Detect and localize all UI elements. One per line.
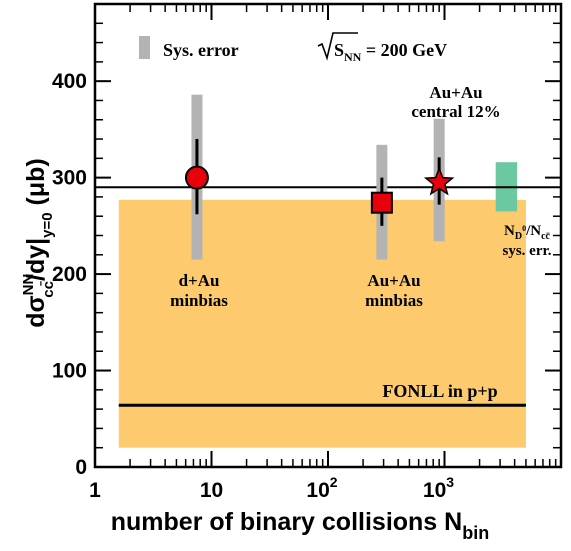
point-label-auau-mb-line1: Au+Au bbox=[367, 271, 420, 290]
y-tick-label: 100 bbox=[52, 360, 87, 383]
y-tick-label: 0 bbox=[75, 456, 87, 479]
point-label-dau-line1: d+Au bbox=[179, 271, 220, 290]
x-tick-label: 10 bbox=[200, 479, 223, 502]
data-point-square bbox=[370, 191, 393, 214]
data-point-star bbox=[423, 166, 455, 196]
y-axis-title: dσNN cc̄/dy|y=0 (μb) bbox=[20, 158, 57, 327]
data-point-circle bbox=[184, 165, 209, 190]
x-axis-title: number of binary collisions Nbin bbox=[111, 508, 489, 543]
y-tick-label: 200 bbox=[52, 263, 87, 286]
energy-label: SNN = 200 GeV bbox=[334, 40, 447, 64]
y-tick-label: 300 bbox=[52, 167, 87, 190]
nd-ratio-label: ND0/Ncc̄ bbox=[504, 223, 551, 242]
x-tick-label: 103 bbox=[423, 474, 454, 502]
fonll-label: FONLL in p+p bbox=[382, 381, 497, 401]
x-tick-label: 1 bbox=[89, 479, 101, 502]
ticks-layer: 0 100 200 300 400 1 10 102 103 bbox=[52, 4, 561, 502]
x-tick-label: 102 bbox=[306, 474, 337, 502]
points-layer bbox=[184, 94, 455, 260]
point-label-auau-central-line2: central 12% bbox=[411, 102, 500, 121]
line-layer bbox=[95, 186, 561, 407]
legend-sys-error-swatch bbox=[139, 36, 150, 59]
fonll-band bbox=[118, 199, 526, 448]
y-tick-label: 400 bbox=[52, 70, 87, 93]
point-label-dau-line2: minbias bbox=[170, 291, 228, 310]
nd-sys-err-label: sys. err. bbox=[502, 243, 551, 259]
legend-sys-error-label: Sys. error bbox=[163, 40, 239, 60]
point-label-auau-central-line1: Au+Au bbox=[429, 83, 482, 102]
point-label-auau-mb-line2: minbias bbox=[365, 291, 423, 310]
sqrt-icon bbox=[317, 32, 358, 61]
